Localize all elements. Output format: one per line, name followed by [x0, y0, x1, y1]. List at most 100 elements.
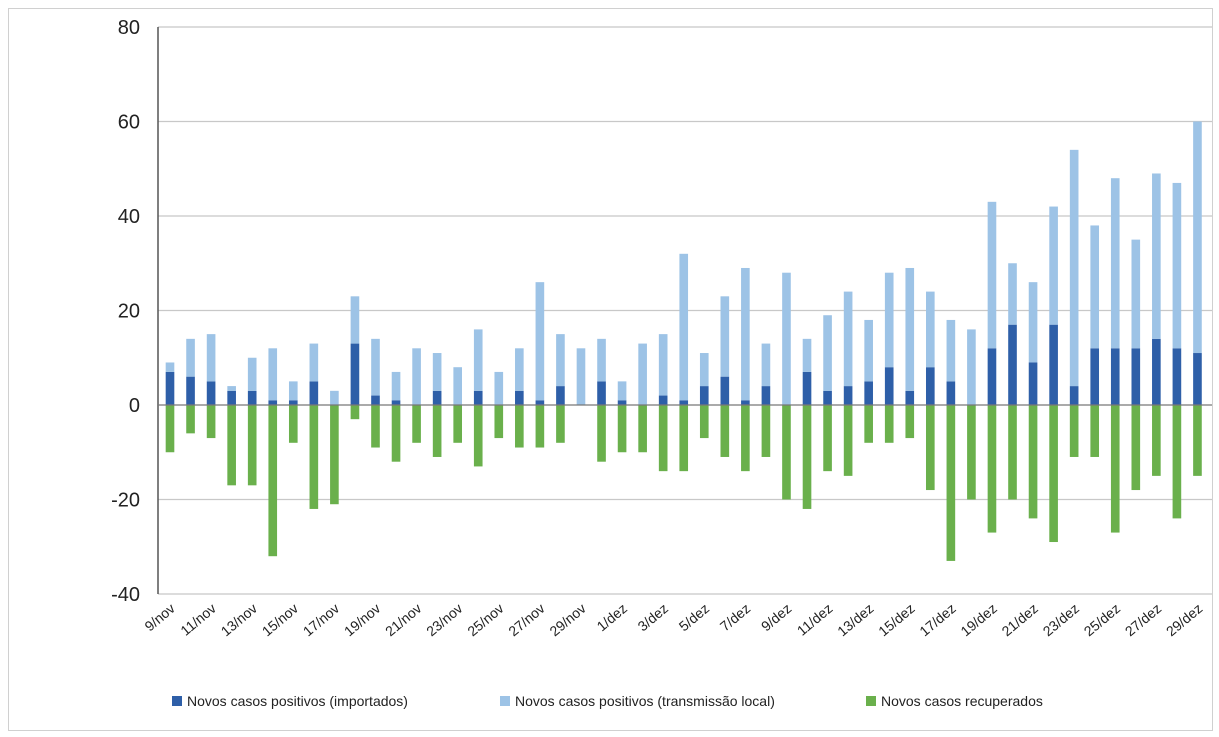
bar-recovered [288, 405, 298, 443]
bar-local [206, 334, 216, 382]
x-tick-label: 27/dez [1122, 600, 1164, 639]
bar-local [515, 348, 524, 391]
bar-local [987, 201, 997, 349]
bar-imported [1090, 348, 1100, 405]
bar-recovered [597, 405, 606, 462]
bar-local [1131, 239, 1141, 349]
bar-local [658, 334, 668, 396]
x-tick-label: 23/dez [1040, 600, 1082, 639]
bar-local [1152, 173, 1161, 339]
bar-imported [391, 400, 401, 405]
bar-local [967, 329, 976, 405]
bar-recovered [247, 405, 257, 486]
legend-swatch-local [500, 696, 510, 706]
bar-recovered [556, 405, 565, 443]
bar-imported [371, 395, 380, 405]
bar-imported [699, 386, 709, 405]
legend-label-local: Novos casos positivos (transmissão local… [515, 693, 775, 709]
bar-imported [679, 400, 689, 405]
bar-local [679, 253, 689, 401]
legend-label-recovered: Novos casos recuperados [881, 693, 1043, 709]
bar-imported [556, 386, 565, 405]
bar-local [371, 338, 380, 396]
bar-recovered [371, 405, 380, 448]
bar-imported [350, 343, 360, 405]
bar-imported [1028, 362, 1038, 405]
bar-imported [1193, 353, 1202, 405]
bar-recovered [782, 405, 791, 500]
bar-recovered [165, 405, 175, 453]
bar-local [720, 296, 730, 377]
bar-imported [1069, 386, 1079, 405]
bar-local [1090, 225, 1100, 349]
bar-imported [597, 381, 606, 405]
bar-local [165, 362, 175, 372]
bar-local [412, 348, 421, 405]
x-tick-label: 29/nov [546, 600, 588, 639]
legend-swatch-imported [172, 696, 182, 706]
bar-recovered [350, 405, 360, 420]
bar-recovered [699, 405, 709, 439]
bar-recovered [679, 405, 689, 472]
x-tick-label: 17/nov [300, 600, 342, 639]
bar-recovered [1028, 405, 1038, 519]
bar-recovered [802, 405, 812, 509]
bar-local [761, 343, 771, 387]
bar-local [556, 334, 565, 387]
bar-local [227, 386, 236, 391]
bar-imported [905, 390, 915, 405]
bar-recovered [823, 405, 832, 472]
bar-imported [925, 367, 935, 405]
bar-recovered [309, 405, 319, 509]
x-tick-label: 19/nov [341, 600, 383, 639]
x-tick-label: 9/nov [141, 600, 178, 634]
bar-local [391, 371, 401, 401]
y-tick-label: 60 [118, 112, 140, 134]
bar-recovered [884, 405, 894, 443]
bar-local [802, 338, 812, 372]
bar-local [597, 338, 606, 382]
bar-recovered [515, 405, 524, 448]
bar-local [494, 371, 504, 405]
x-tick-label: 15/dez [875, 600, 917, 639]
bar-imported [247, 390, 257, 405]
x-tick-label: 27/nov [505, 600, 547, 639]
bar-local [1069, 149, 1079, 387]
bar-recovered [1069, 405, 1079, 457]
bar-imported [884, 367, 894, 405]
axes [157, 27, 1212, 594]
bar-recovered [925, 405, 935, 491]
bar-imported [1131, 348, 1141, 405]
bar-local [1110, 178, 1120, 349]
bar-imported [1172, 348, 1182, 405]
bar-local [453, 367, 463, 405]
bar-recovered [227, 405, 236, 486]
bar-local [638, 343, 647, 405]
bar-local [1049, 206, 1058, 325]
bar-recovered [658, 405, 668, 472]
bar-imported [309, 381, 319, 405]
bar-local [432, 353, 442, 391]
y-tick-label: 20 [118, 301, 140, 323]
bar-imported [1008, 324, 1017, 405]
legend: Novos casos positivos (importados) Novos… [0, 693, 1219, 715]
bar-recovered [1172, 405, 1182, 519]
bar-local [288, 381, 298, 401]
y-tick-label: -40 [111, 584, 140, 606]
bar-local [1028, 282, 1038, 363]
bar-recovered [987, 405, 997, 533]
bar-local [268, 348, 278, 401]
bar-local [864, 319, 873, 382]
bar-recovered [453, 405, 463, 443]
bar-imported [186, 376, 195, 405]
bar-local [884, 272, 894, 368]
bar-imported [761, 386, 771, 405]
y-tick-label: 0 [129, 395, 140, 417]
bar-local [782, 272, 791, 405]
bar-recovered [186, 405, 195, 434]
bar-imported [515, 390, 524, 405]
bar-imported [227, 390, 236, 405]
x-tick-label: 11/nov [177, 600, 219, 639]
bar-recovered [1110, 405, 1120, 533]
bar-imported [802, 371, 812, 405]
